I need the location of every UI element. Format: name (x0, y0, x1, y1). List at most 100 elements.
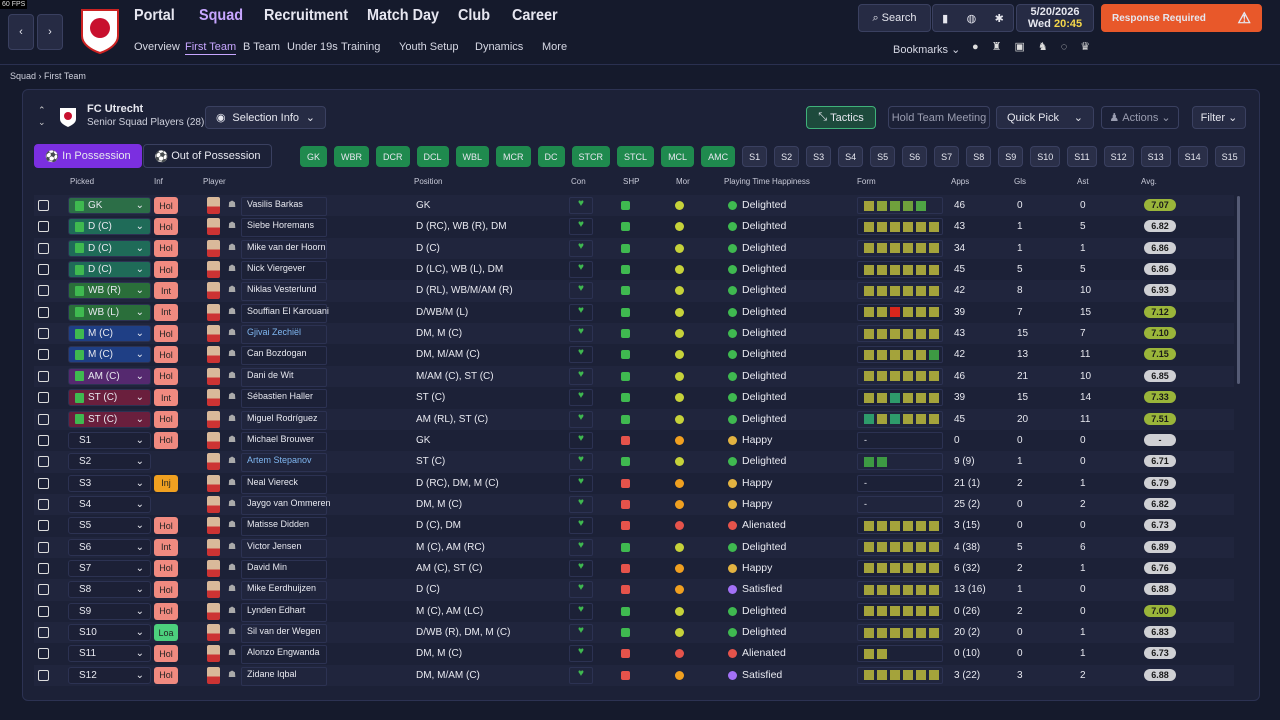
column-header[interactable]: Con (571, 177, 586, 186)
checkbox[interactable] (38, 434, 49, 446)
picked-select[interactable]: S11 ⌄ (68, 645, 151, 663)
player-name[interactable]: Sébastien Haller (241, 389, 327, 409)
picked-select[interactable]: D (C) ⌄ (68, 218, 151, 236)
checkbox[interactable] (38, 648, 49, 660)
column-header[interactable]: Picked (70, 177, 95, 186)
checkbox[interactable] (38, 605, 49, 617)
scrollbar[interactable] (1237, 196, 1240, 384)
sub-button[interactable]: S14 (1177, 146, 1208, 167)
player-name[interactable]: Souffian El Karouani (241, 303, 329, 323)
checkbox[interactable] (38, 221, 49, 233)
meeting-button[interactable]: Hold Team Meeting (888, 106, 990, 129)
checkbox[interactable] (38, 562, 49, 574)
sub-nav-item[interactable]: Training (341, 41, 381, 53)
checkbox[interactable] (38, 349, 49, 361)
response-button[interactable]: Response Required ⚠ (1101, 4, 1262, 32)
checkbox[interactable] (38, 306, 49, 318)
picked-select[interactable]: ST (C) ⌄ (68, 389, 151, 407)
player-name[interactable]: David Min (241, 559, 327, 579)
checkbox[interactable] (38, 200, 49, 211)
player-name[interactable]: Alonzo Engwanda (241, 645, 327, 665)
tactics-button[interactable]: ⤡ Tactics (806, 106, 876, 129)
picked-select[interactable]: S10 ⌄ (68, 624, 151, 641)
picked-select[interactable]: D (C) ⌄ (68, 261, 151, 279)
player-name[interactable]: Nick Viergever (241, 261, 327, 281)
picked-select[interactable]: S1 ⌄ (68, 431, 151, 449)
checkbox[interactable] (38, 242, 49, 254)
position-button[interactable]: STCR (571, 146, 611, 167)
toolbar-icons[interactable]: ▮ ◍ ✱ (932, 4, 1014, 32)
sub-button[interactable]: S6 (902, 146, 928, 167)
sub-button[interactable]: S3 (806, 146, 832, 167)
player-name[interactable]: Victor Jensen (241, 538, 327, 558)
sub-button[interactable]: S15 (1214, 146, 1245, 167)
crumb[interactable]: Squad (10, 71, 37, 81)
position-button[interactable]: MCL (661, 146, 695, 167)
picked-select[interactable]: S8 ⌄ (68, 581, 151, 599)
nav-item[interactable]: Club (458, 7, 490, 24)
sub-button[interactable]: S8 (966, 146, 992, 167)
player-name[interactable]: Miguel Rodríguez (241, 410, 327, 430)
column-header[interactable]: Avg. (1141, 177, 1157, 186)
player-name[interactable]: Siebe Horemans (241, 218, 327, 238)
player-name[interactable]: Dani de Wit (241, 367, 327, 387)
checkbox[interactable] (38, 541, 49, 553)
sub-button[interactable]: S4 (838, 146, 864, 167)
sub-button[interactable]: S10 (1030, 146, 1061, 167)
checkbox[interactable] (38, 477, 49, 489)
nav-item[interactable]: Squad (199, 7, 244, 24)
checkbox[interactable] (38, 370, 49, 382)
actions-button[interactable]: ♟ Actions ⌄ (1101, 106, 1179, 129)
position-button[interactable]: DC (537, 146, 565, 167)
checkbox[interactable] (38, 392, 49, 404)
picked-select[interactable]: WB (R) ⌄ (68, 282, 151, 300)
column-header[interactable]: Gls (1014, 177, 1026, 186)
picked-select[interactable]: S12 ⌄ (68, 666, 151, 684)
sub-button[interactable]: S13 (1140, 146, 1171, 167)
checkbox[interactable] (38, 669, 49, 681)
sub-nav-item[interactable]: Youth Setup (399, 41, 459, 53)
sub-button[interactable]: S1 (742, 146, 768, 167)
player-name[interactable]: Mike van der Hoorn (241, 239, 327, 259)
player-name[interactable]: Mike Eerdhuijzen (241, 581, 327, 601)
bookmarks[interactable]: Bookmarks ⌄ (893, 44, 961, 56)
filter-button[interactable]: Filter ⌄ (1192, 106, 1246, 129)
checkbox[interactable] (38, 584, 49, 596)
picked-select[interactable]: ST (C) ⌄ (68, 410, 151, 428)
tab-out-possession[interactable]: ⚽ Out of Possession (143, 144, 272, 168)
forward-button[interactable]: › (37, 14, 63, 50)
position-button[interactable]: WBR (334, 146, 370, 167)
picked-select[interactable]: M (C) ⌄ (68, 325, 151, 343)
player-name[interactable]: Can Bozdogan (241, 346, 327, 366)
column-header[interactable]: Form (857, 177, 876, 186)
checkbox[interactable] (38, 413, 49, 425)
picked-select[interactable]: D (C) ⌄ (68, 239, 151, 257)
nav-item[interactable]: Recruitment (264, 7, 349, 24)
column-header[interactable]: Mor (676, 177, 690, 186)
position-button[interactable]: WBL (455, 146, 490, 167)
sub-nav-item[interactable]: Overview (134, 41, 180, 53)
player-name[interactable]: Jaygo van Ommeren (241, 495, 331, 515)
player-name[interactable]: Gjivai Zechiël (241, 325, 327, 345)
position-button[interactable]: STCL (617, 146, 655, 167)
picked-select[interactable]: S7 ⌄ (68, 559, 151, 577)
nav-item[interactable]: Match Day (367, 7, 440, 24)
sub-button[interactable]: S5 (870, 146, 896, 167)
bookmark-icons[interactable]: ●♜▣♞◌♛ (972, 41, 1104, 53)
player-name[interactable]: Artem Stepanov (241, 453, 327, 473)
player-name[interactable]: Matisse Didden (241, 517, 327, 537)
back-button[interactable]: ‹ (8, 14, 34, 50)
picked-select[interactable]: WB (L) ⌄ (68, 303, 151, 321)
picked-select[interactable]: AM (C) ⌄ (68, 367, 151, 385)
picked-select[interactable]: S9 ⌄ (68, 602, 151, 620)
sub-button[interactable]: S11 (1067, 146, 1097, 167)
picked-select[interactable]: M (C) ⌄ (68, 346, 151, 364)
sub-nav-item[interactable]: First Team (185, 41, 237, 55)
player-name[interactable]: Niklas Vesterlund (241, 282, 327, 302)
player-name[interactable]: Sil van der Wegen (241, 624, 327, 643)
crumb[interactable]: First Team (44, 71, 86, 81)
checkbox[interactable] (38, 285, 49, 297)
checkbox[interactable] (38, 328, 49, 340)
collapse-arrows[interactable]: ⌃ ⌄ (38, 105, 46, 127)
nav-item[interactable]: Portal (134, 7, 175, 24)
